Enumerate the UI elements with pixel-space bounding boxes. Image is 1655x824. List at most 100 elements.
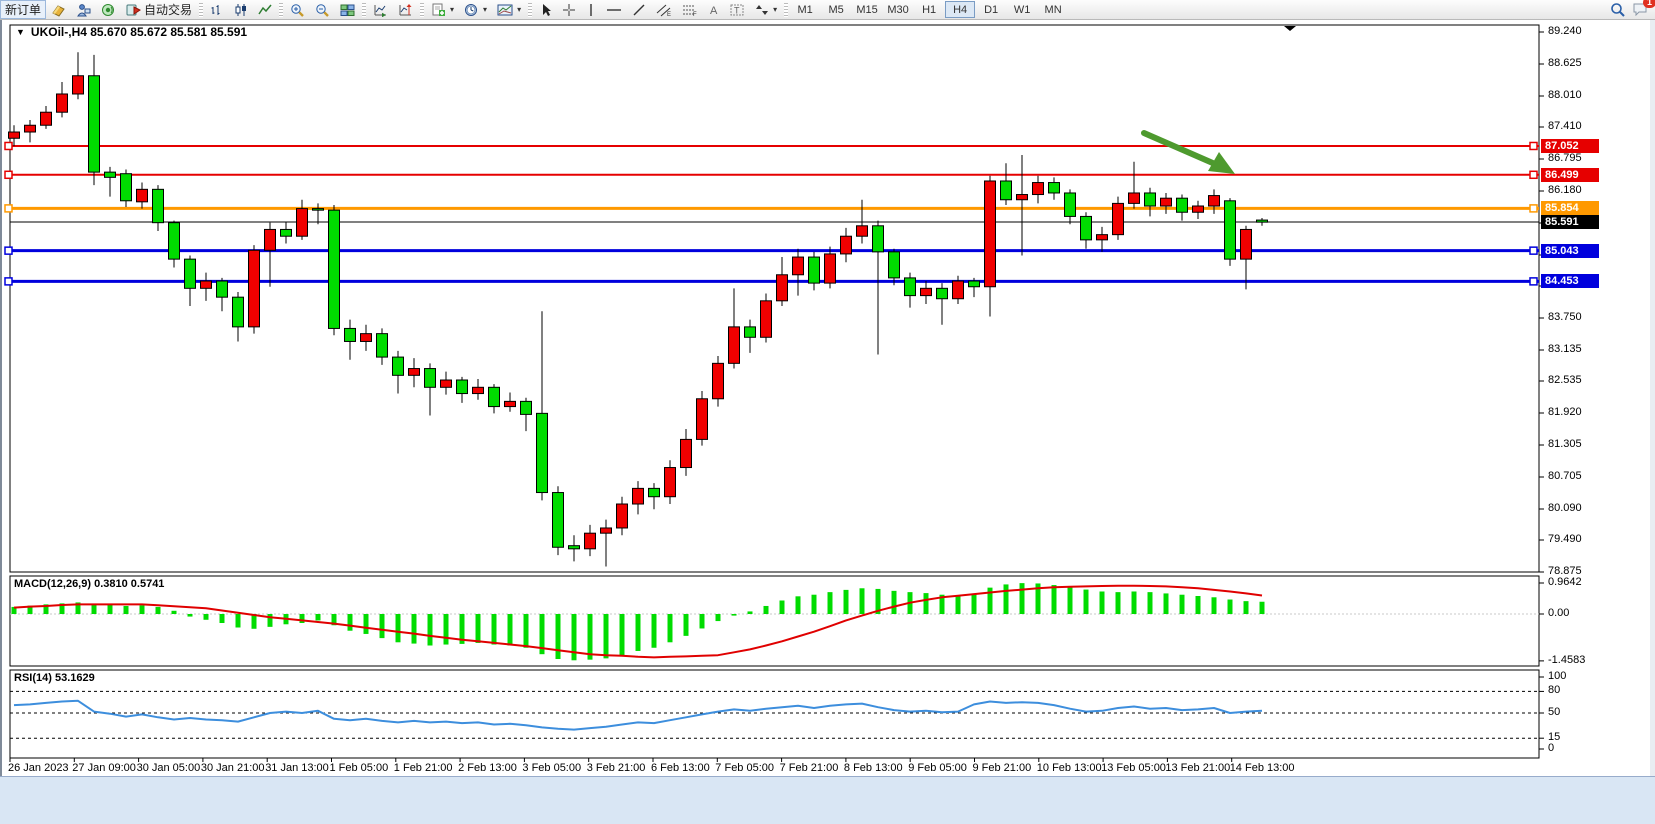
time-tick: 13 Feb 05:00	[1101, 762, 1166, 774]
accounts-button[interactable]	[71, 0, 96, 19]
metaeditor-button[interactable]	[46, 0, 71, 19]
zoom-out-button[interactable]	[310, 0, 335, 19]
price-tick: 83.750	[1548, 311, 1582, 323]
accounts-icon	[77, 3, 91, 16]
chart-shift-button[interactable]	[393, 0, 418, 19]
time-tick: 30 Jan 05:00	[136, 762, 201, 774]
chart-title[interactable]: ▼ UKOil-,H4 85.670 85.672 85.581 85.591	[16, 25, 247, 39]
horizontal-line-button[interactable]	[601, 0, 627, 19]
svg-text:A: A	[710, 5, 718, 17]
text-label-button[interactable]: T	[725, 0, 750, 19]
line-chart-icon	[258, 4, 272, 14]
time-tick: 3 Feb 05:00	[522, 762, 582, 774]
chat-button[interactable]: 1	[1632, 0, 1655, 19]
text-label-icon: T	[730, 4, 744, 15]
candlestick-button[interactable]	[229, 0, 253, 19]
timeframe-m5[interactable]: M5	[828, 3, 844, 16]
timeframe-d1[interactable]: D1	[984, 3, 999, 16]
new-chart-icon	[432, 3, 446, 16]
auto-scroll-button[interactable]	[368, 0, 393, 19]
price-tick: 87.410	[1548, 120, 1582, 132]
chevron-down-icon: ▾	[450, 5, 455, 14]
crosshair-icon	[563, 3, 576, 16]
price-line-label: 86.499	[1541, 167, 1599, 182]
time-tick: 9 Feb 05:00	[908, 762, 967, 774]
search-icon[interactable]	[1610, 2, 1626, 17]
trendline-icon	[633, 4, 645, 15]
chart-shift-marker	[1284, 26, 1296, 31]
auto-scroll-icon	[374, 4, 387, 17]
timeframe-m30[interactable]: M30	[887, 3, 909, 16]
timeframe-m1[interactable]: M1	[797, 3, 813, 16]
price-tick: 88.625	[1548, 57, 1582, 69]
toolbar-grip	[362, 2, 367, 17]
macd-tick: 0.00	[1548, 607, 1570, 619]
chevron-down-icon: ▾	[517, 5, 522, 14]
rsi-tick: 100	[1548, 670, 1567, 682]
tile-windows-icon	[340, 4, 355, 16]
templates-icon	[497, 4, 513, 15]
vertical-line-button[interactable]	[581, 0, 601, 19]
timeframe-w1[interactable]: W1	[1013, 3, 1031, 16]
zoom-in-button[interactable]	[285, 0, 310, 19]
templates-button[interactable]: ▾	[492, 0, 526, 19]
timeframe-mn[interactable]: MN	[1044, 3, 1062, 16]
trendline-button[interactable]	[627, 0, 651, 19]
chevron-down-icon: ▾	[483, 5, 488, 14]
price-tick: 83.135	[1548, 343, 1582, 355]
time-tick: 3 Feb 21:00	[586, 762, 646, 774]
signals-icon	[102, 3, 115, 16]
rsi-label: RSI(14) 53.1629	[14, 672, 95, 684]
time-tick: 7 Feb 05:00	[715, 762, 775, 774]
tile-windows-button[interactable]	[335, 0, 360, 19]
time-tick: 1 Feb 05:00	[329, 762, 389, 774]
new-order-button[interactable]: 新订单	[0, 0, 47, 19]
text-button[interactable]: A	[703, 0, 725, 19]
toolbar-grip	[420, 2, 425, 17]
signals-button[interactable]	[96, 0, 121, 19]
channel-button[interactable]: E	[651, 0, 677, 19]
crosshair-button[interactable]	[557, 0, 581, 19]
chart-shift-icon	[399, 3, 412, 15]
fibonacci-icon: F	[683, 5, 697, 17]
chart-canvas[interactable]	[2, 19, 1655, 776]
price-line-label: 85.043	[1541, 243, 1599, 258]
vertical-line-icon	[590, 3, 592, 16]
bar-chart-button[interactable]	[205, 0, 229, 19]
new-order-label: 新订单	[5, 3, 42, 17]
time-tick: 10 Feb 13:00	[1036, 762, 1102, 774]
price-tick: 80.090	[1548, 502, 1582, 514]
fibonacci-button[interactable]: F	[677, 0, 703, 19]
horizontal-line-icon	[607, 8, 622, 11]
zoom-in-icon	[291, 3, 304, 17]
svg-text:E: E	[667, 12, 671, 17]
price-tick: 80.705	[1548, 470, 1582, 482]
rsi-tick: 80	[1548, 684, 1561, 697]
price-tick: 78.875	[1548, 565, 1582, 577]
chat-badge: 1	[1642, 0, 1655, 8]
svg-text:F: F	[693, 12, 697, 17]
cursor-icon	[543, 3, 552, 16]
price-line-label: 87.052	[1541, 138, 1599, 153]
new-chart-button[interactable]: ▾	[426, 0, 459, 19]
chart-title-text: UKOil-,H4 85.670 85.672 85.581 85.591	[30, 25, 248, 39]
channel-icon: E	[656, 4, 671, 17]
workspace-background	[0, 776, 1655, 824]
autotrading-icon	[126, 4, 142, 15]
arrows-button[interactable]: ▾	[750, 0, 782, 19]
timeframe-h1[interactable]: H1	[922, 3, 937, 16]
macd-label: MACD(12,26,9) 0.3810 0.5741	[14, 578, 165, 590]
chevron-down-icon: ▼	[16, 27, 25, 37]
cursor-button[interactable]	[534, 0, 557, 19]
metaeditor-icon	[52, 4, 65, 17]
timeframe-m15[interactable]: M15	[856, 3, 878, 16]
toolbar-grip	[528, 2, 533, 17]
timeframe-h4[interactable]: H4	[945, 1, 976, 18]
period-clock-button[interactable]: ▾	[459, 0, 492, 19]
zoom-out-icon	[316, 3, 329, 17]
svg-text:T: T	[734, 5, 740, 15]
autotrading-button[interactable]: 自动交易	[121, 0, 197, 19]
rsi-tick: 15	[1548, 731, 1561, 744]
line-chart-button[interactable]	[253, 0, 277, 19]
time-tick: 30 Jan 21:00	[200, 762, 265, 774]
